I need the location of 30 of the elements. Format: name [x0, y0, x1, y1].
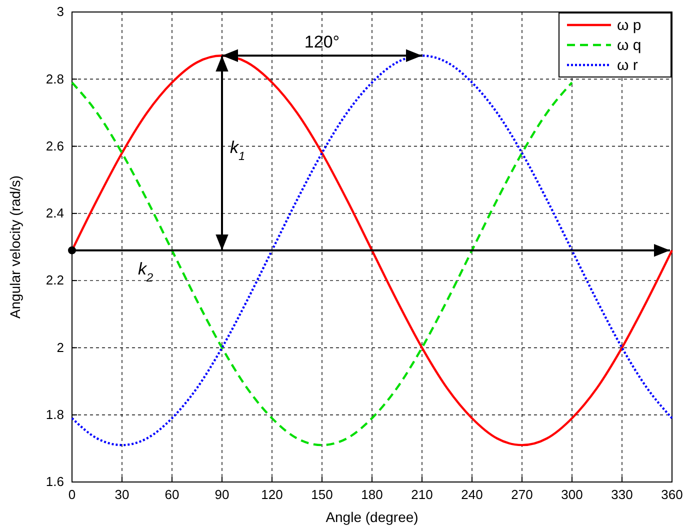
x-tick-label: 90: [214, 487, 230, 502]
y-tick-label: 3: [56, 4, 64, 20]
legend-label: ω p: [617, 17, 642, 34]
y-tick-label: 1.6: [46, 474, 64, 490]
y-tick-label: 2.6: [46, 138, 64, 154]
line-series: [70, 81, 574, 446]
x-axis-title: Angle (degree): [326, 509, 418, 525]
x-tick-label: 210: [411, 487, 433, 502]
x-tick-label: 60: [164, 487, 180, 502]
x-tick-label: 150: [311, 487, 333, 502]
x-tick-label: 180: [361, 487, 383, 502]
x-tick-label: 330: [611, 487, 633, 502]
y-axis-title: Angular velocity (rad/s): [7, 175, 23, 319]
x-tick-label: 300: [561, 487, 583, 502]
x-tick-label: 270: [511, 487, 533, 502]
y-tick-label: 2.2: [46, 272, 64, 288]
legend-label: ω r: [617, 57, 638, 74]
y-tick-label: 2.4: [46, 206, 64, 221]
x-tick-label: 120: [261, 487, 283, 502]
y-tick-label: 2: [56, 340, 64, 355]
y-tick-label: 2.8: [46, 71, 64, 86]
annotation: 120°: [304, 32, 340, 52]
x-tick-label: 360: [661, 487, 683, 502]
annotation: k$_{1}$: [230, 138, 246, 163]
x-tick-label: 240: [461, 487, 483, 502]
y-tick-label: 1.8: [46, 407, 64, 422]
x-tick-label: 0: [68, 487, 76, 502]
ref-line-label: k$_{2}$: [138, 259, 154, 284]
x-tick-label: 30: [114, 487, 130, 502]
legend-label: ω q: [617, 37, 642, 54]
